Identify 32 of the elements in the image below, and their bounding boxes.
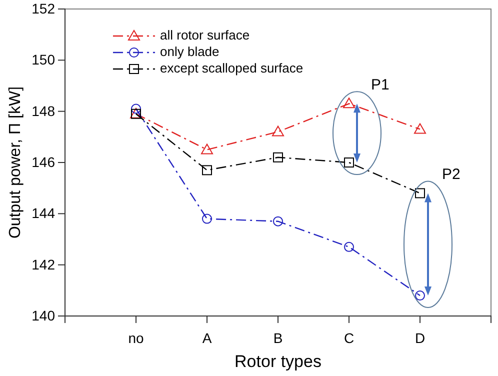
point xyxy=(201,144,213,154)
point xyxy=(415,188,425,198)
point xyxy=(272,126,284,136)
point xyxy=(415,290,425,301)
legend-label: only blade xyxy=(160,44,220,59)
y-tick-label: 144 xyxy=(32,205,56,222)
annotation: P1 xyxy=(371,76,390,94)
y-tick-label: 152 xyxy=(32,0,56,16)
x-tick-label: D xyxy=(414,330,426,346)
point xyxy=(202,165,212,176)
legend-label: except scalloped surface xyxy=(160,60,304,76)
y-tick-label: 150 xyxy=(32,52,56,68)
y-tick-label: 142 xyxy=(32,256,56,272)
y-tick-label: 140 xyxy=(32,307,56,324)
y-tick-label: 148 xyxy=(32,102,56,119)
point xyxy=(414,123,426,134)
point xyxy=(344,158,354,168)
point xyxy=(131,104,141,114)
annotation: P2 xyxy=(442,166,460,184)
point xyxy=(202,214,212,224)
x-axis-title: Rotor types xyxy=(234,352,322,371)
y-axis-title: Output power, Π [kW] xyxy=(7,86,24,239)
y-tick-label: 146 xyxy=(32,154,56,170)
x-tick-label: A xyxy=(202,330,212,346)
point xyxy=(273,152,283,162)
point xyxy=(343,98,355,108)
point xyxy=(273,216,283,226)
point xyxy=(344,242,354,252)
x-tick-label: no xyxy=(128,330,144,346)
x-tick-label: C xyxy=(344,330,354,346)
legend-label: all rotor surface xyxy=(160,27,250,42)
x-tick-label: B xyxy=(273,330,283,346)
